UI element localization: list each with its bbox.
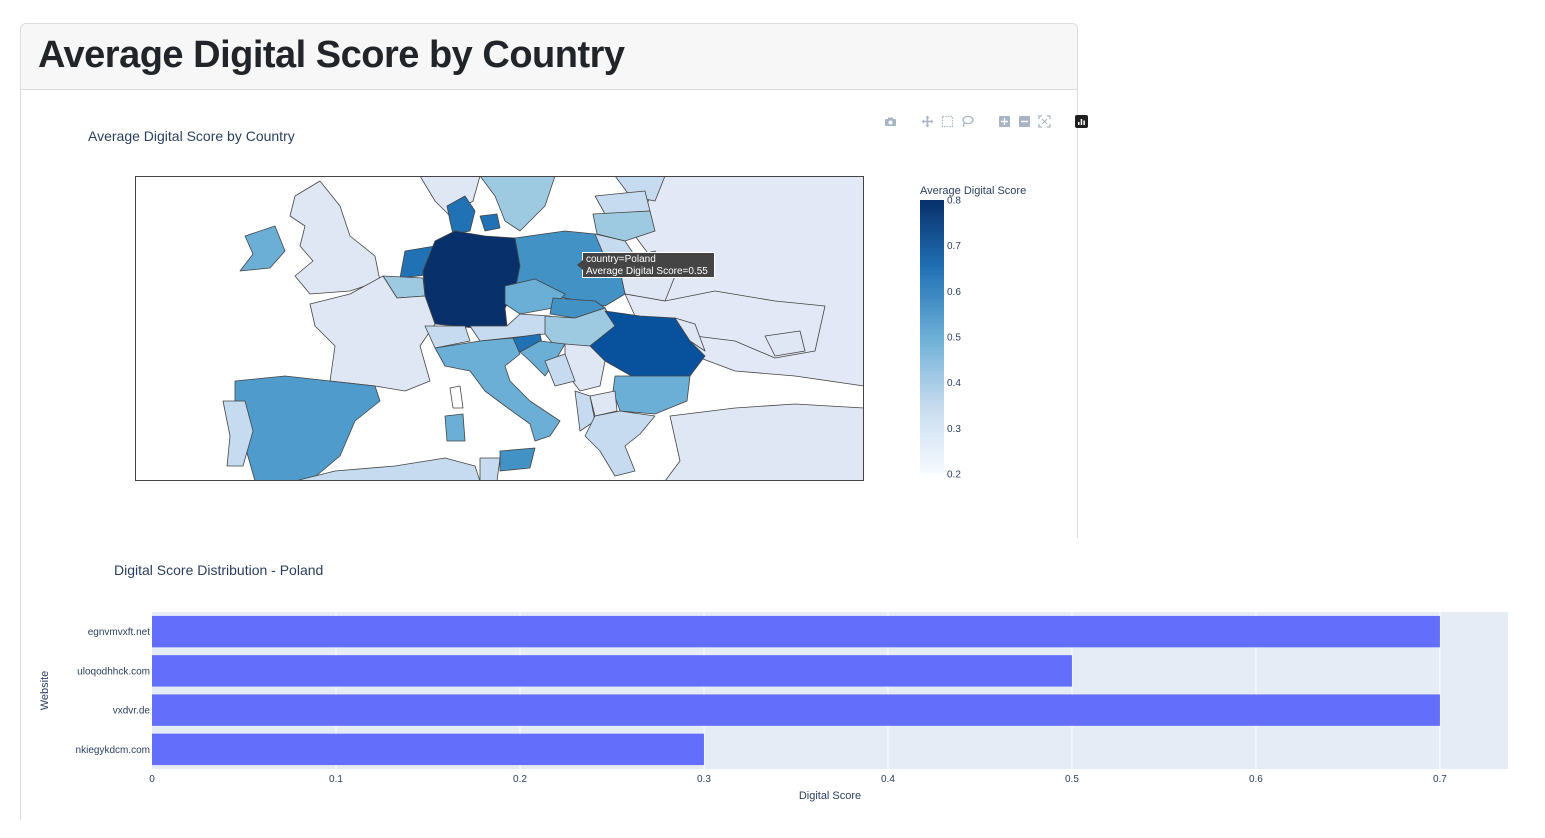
- lasso-icon[interactable]: [961, 115, 974, 128]
- country-germany: [422, 230, 521, 329]
- country-africa: [294, 457, 481, 481]
- colorbar-gradient: [920, 200, 944, 474]
- bar[interactable]: [152, 615, 1440, 648]
- colorbar-tick-label: 0.7: [947, 241, 961, 252]
- y-tick-label: egnvmvxft.net: [88, 627, 150, 638]
- colorbar-tick-label: 0.4: [947, 378, 961, 389]
- hover-tooltip: country=Poland Average Digital Score=0.5…: [577, 252, 715, 278]
- country-macedonia: [589, 390, 618, 417]
- y-tick-label: nkiegykdcm.com: [76, 745, 150, 756]
- x-tick-label: 0.2: [513, 774, 527, 785]
- zoom-in-icon[interactable]: [998, 115, 1011, 128]
- colorbar-tick-label: 0.3: [947, 424, 961, 435]
- country-sicily: [499, 447, 536, 472]
- colorbar-tick-label: 0.2: [947, 470, 961, 481]
- bar-title: Digital Score Distribution - Poland: [114, 562, 324, 578]
- tooltip-line-country: country=Poland: [586, 254, 656, 265]
- country-crimea: [764, 330, 806, 357]
- country-denmark: [446, 195, 476, 235]
- x-tick-label: 0.7: [1433, 774, 1447, 785]
- country-turkey: [664, 403, 864, 481]
- x-tick-label: 0.4: [881, 774, 895, 785]
- y-axis-title: Website: [39, 671, 51, 711]
- card-header: [21, 24, 1077, 90]
- country-sardinia: [444, 413, 466, 442]
- country-moldova: [674, 317, 706, 352]
- x-tick-label: 0: [149, 774, 155, 785]
- country-corsica: [449, 385, 464, 409]
- bar[interactable]: [152, 694, 1440, 726]
- zoom-out-icon[interactable]: [1018, 115, 1031, 128]
- country-bosnia: [544, 353, 576, 387]
- x-tick-label: 0.6: [1249, 774, 1263, 785]
- country-greece: [584, 410, 656, 477]
- choropleth-map[interactable]: [135, 176, 864, 481]
- autoscale-icon[interactable]: [1038, 114, 1051, 128]
- x-tick-label: 0.3: [697, 774, 711, 785]
- card-border: [20, 538, 21, 820]
- page-title: Average Digital Score by Country: [38, 34, 625, 76]
- country-france: [309, 275, 436, 392]
- camera-icon[interactable]: [884, 115, 897, 128]
- country-ireland: [239, 225, 286, 272]
- bar-chart[interactable]: egnvmvxft.net uloqodhhck.com vxdvr.de nkieg…: [0, 600, 1545, 815]
- country-uk: [289, 180, 381, 295]
- country-tunisia: [479, 457, 501, 481]
- y-tick-label: vxdvr.de: [113, 706, 151, 717]
- country-switzerland: [424, 325, 471, 349]
- country-finland: [614, 176, 666, 202]
- x-tick-label: 0.1: [329, 774, 343, 785]
- country-denmark-island: [479, 213, 501, 232]
- country-portugal: [222, 400, 254, 467]
- pan-icon[interactable]: [921, 115, 934, 128]
- modebar: [884, 113, 1088, 129]
- bar[interactable]: [152, 733, 704, 766]
- country-sweden: [479, 176, 556, 232]
- colorbar-title: Average Digital Score: [920, 185, 1026, 197]
- bar[interactable]: [152, 655, 1072, 687]
- colorbar-tick-label: 0.8: [947, 196, 961, 207]
- colorbar-tick-label: 0.5: [947, 333, 961, 344]
- x-axis-title: Digital Score: [799, 790, 861, 802]
- map-title: Average Digital Score by Country: [88, 128, 295, 144]
- country-latvia: [592, 210, 656, 242]
- box-select-icon[interactable]: [941, 115, 954, 128]
- country-italy: [434, 337, 561, 442]
- y-tick-label: uloqodhhck.com: [77, 666, 150, 677]
- tooltip-line-score: Average Digital Score=0.55: [586, 266, 708, 277]
- x-tick-label: 0.5: [1065, 774, 1079, 785]
- colorbar-tick-label: 0.6: [947, 287, 961, 298]
- plotly-logo-icon[interactable]: [1075, 114, 1088, 128]
